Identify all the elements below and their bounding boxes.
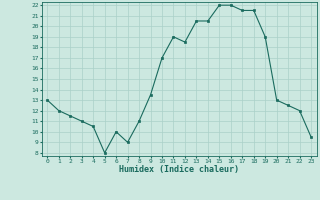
X-axis label: Humidex (Indice chaleur): Humidex (Indice chaleur) (119, 165, 239, 174)
